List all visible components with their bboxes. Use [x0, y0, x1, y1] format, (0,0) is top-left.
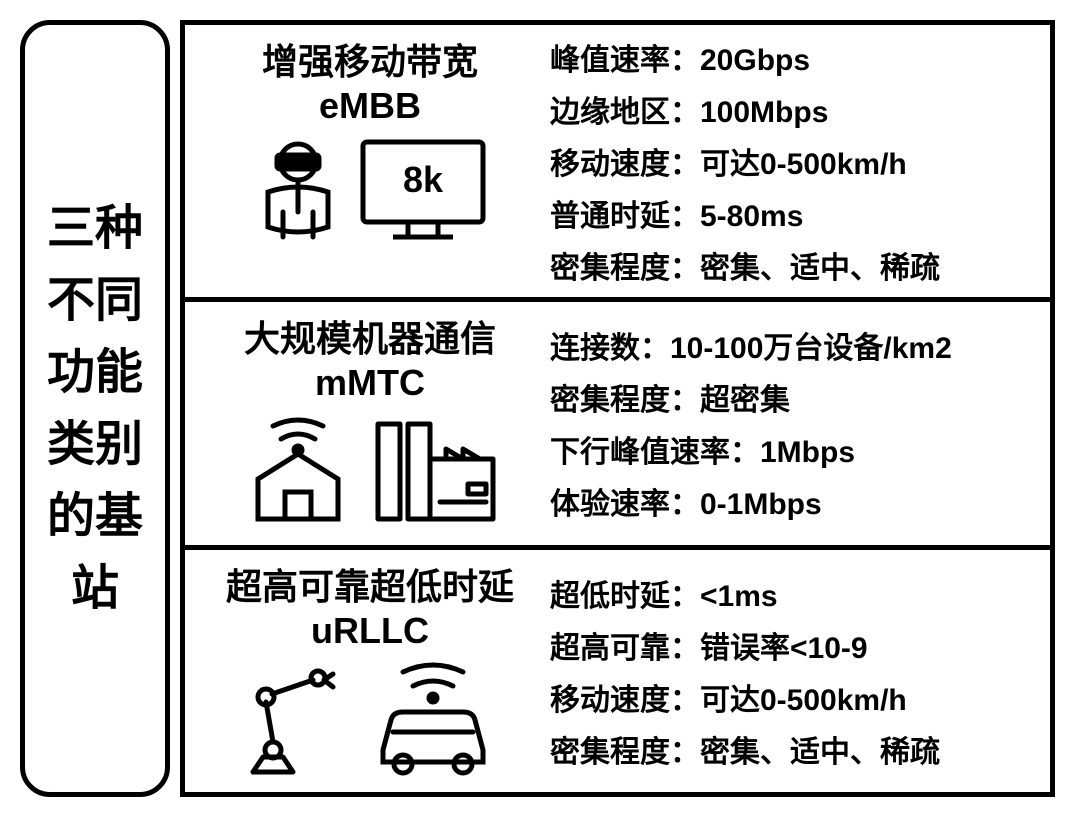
monitor-8k-label: 8k: [402, 159, 443, 200]
spec-row: 密集程度：超密集: [550, 375, 1035, 419]
spec-row: 超高可靠：错误率<10-9: [550, 623, 1035, 667]
section-mmtc-title: 大规模机器通信: [244, 317, 496, 360]
spec-label: 密集程度：: [550, 384, 700, 417]
spec-value: 密集、适中、稀疏: [700, 252, 940, 285]
spec-label: 超高可靠：: [550, 632, 700, 665]
spec-label: 密集程度：: [550, 252, 700, 285]
section-embb-left: 增强移动带宽 eMBB: [200, 35, 540, 287]
sections-container: 增强移动带宽 eMBB: [180, 20, 1055, 797]
left-label-text: 三种不同功能类别的基站: [25, 193, 165, 625]
spec-label: 边缘地区：: [550, 96, 700, 129]
spec-value: 5-80ms: [700, 200, 803, 233]
spec-row: 普通时延：5-80ms: [550, 191, 1035, 235]
section-urllc-left: 超高可靠超低时延 uRLLC: [200, 560, 540, 783]
section-mmtc-specs: 连接数：10-100万台设备/km2 密集程度：超密集 下行峰值速率：1Mbps…: [540, 312, 1035, 535]
diagram-root: 三种不同功能类别的基站 增强移动带宽 eMBB: [20, 20, 1055, 797]
section-embb-specs: 峰值速率：20Gbps 边缘地区：100Mbps 移动速度：可达0-500km/…: [540, 35, 1035, 287]
spec-value: 可达0-500km/h: [700, 684, 907, 717]
connected-car-icon: [363, 662, 503, 777]
spec-value: 0-1Mbps: [700, 488, 822, 521]
spec-label: 峰值速率：: [550, 44, 700, 77]
spec-value: 20Gbps: [700, 44, 810, 77]
section-mmtc-icons: [243, 414, 498, 524]
left-category-label: 三种不同功能类别的基站: [20, 20, 170, 797]
section-urllc-title: 超高可靠超低时延: [226, 565, 514, 608]
spec-value: 超密集: [700, 384, 790, 417]
section-mmtc-code: mMTC: [315, 362, 425, 404]
smart-house-icon: [243, 414, 353, 524]
section-mmtc: 大规模机器通信 mMTC: [185, 302, 1050, 550]
robot-arm-icon: [238, 662, 348, 777]
spec-row: 下行峰值速率：1Mbps: [550, 427, 1035, 471]
spec-value: <1ms: [700, 580, 778, 613]
section-mmtc-left: 大规模机器通信 mMTC: [200, 312, 540, 535]
spec-row: 密集程度：密集、适中、稀疏: [550, 243, 1035, 287]
spec-label: 超低时延：: [550, 580, 700, 613]
spec-row: 移动速度：可达0-500km/h: [550, 675, 1035, 719]
section-embb-code: eMBB: [319, 85, 421, 127]
spec-row: 连接数：10-100万台设备/km2: [550, 323, 1035, 367]
spec-value: 错误率<10-9: [700, 632, 868, 665]
spec-value: 密集、适中、稀疏: [700, 736, 940, 769]
section-embb: 增强移动带宽 eMBB: [185, 25, 1050, 302]
monitor-8k-icon: 8k: [358, 137, 488, 247]
spec-label: 连接数：: [550, 332, 670, 365]
spec-row: 体验速率：0-1Mbps: [550, 479, 1035, 523]
spec-label: 下行峰值速率：: [550, 436, 760, 469]
spec-label: 普通时延：: [550, 200, 700, 233]
section-embb-icons: 8k: [253, 137, 488, 247]
spec-value: 100Mbps: [700, 96, 828, 129]
spec-row: 移动速度：可达0-500km/h: [550, 139, 1035, 183]
spec-value: 1Mbps: [760, 436, 855, 469]
spec-label: 体验速率：: [550, 488, 700, 521]
spec-label: 密集程度：: [550, 736, 700, 769]
spec-label: 移动速度：: [550, 684, 700, 717]
vr-user-icon: [253, 137, 343, 247]
spec-row: 边缘地区：100Mbps: [550, 87, 1035, 131]
spec-row: 超低时延：<1ms: [550, 571, 1035, 615]
spec-value: 10-100万台设备/km2: [670, 332, 952, 365]
section-embb-title: 增强移动带宽: [262, 40, 478, 83]
spec-label: 移动速度：: [550, 148, 700, 181]
section-urllc-code: uRLLC: [311, 610, 429, 652]
spec-row: 密集程度：密集、适中、稀疏: [550, 727, 1035, 771]
spec-row: 峰值速率：20Gbps: [550, 35, 1035, 79]
factory-icon: [368, 414, 498, 524]
spec-value: 可达0-500km/h: [700, 148, 907, 181]
section-urllc-icons: [238, 662, 503, 777]
section-urllc-specs: 超低时延：<1ms 超高可靠：错误率<10-9 移动速度：可达0-500km/h…: [540, 560, 1035, 783]
section-urllc: 超高可靠超低时延 uRLLC: [185, 550, 1050, 793]
